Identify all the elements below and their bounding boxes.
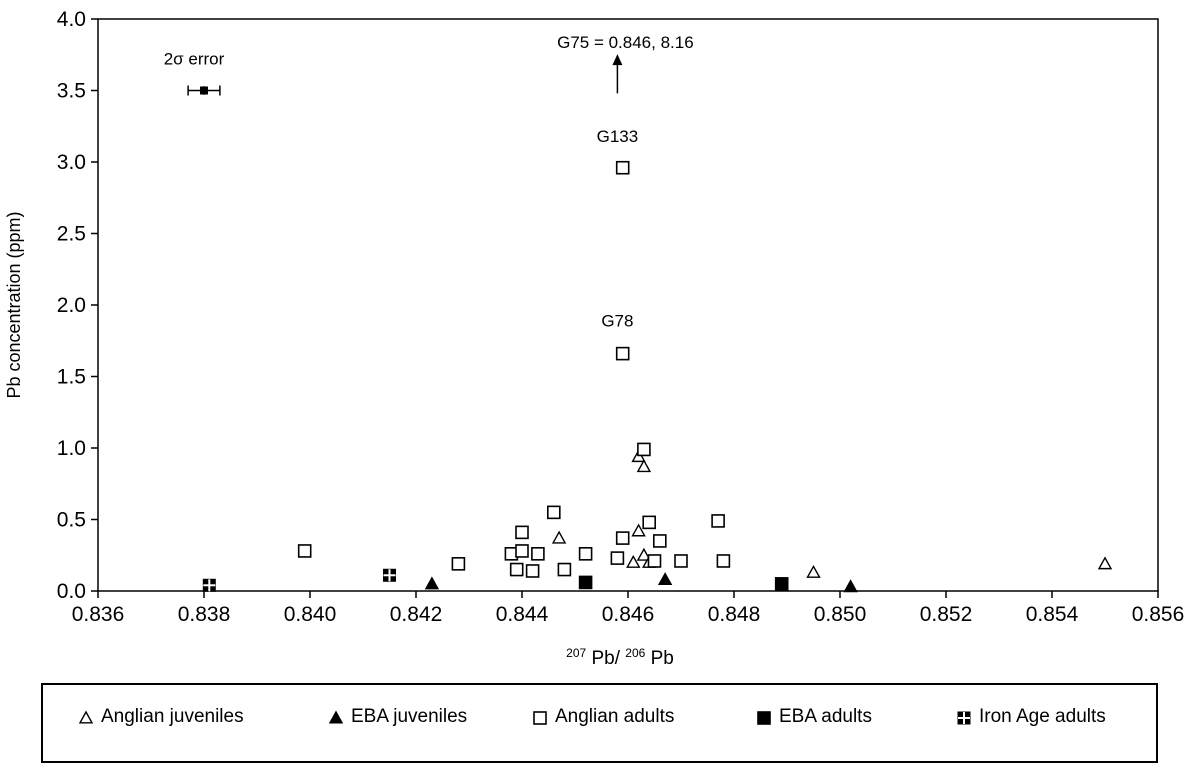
legend-marker-icon (533, 711, 547, 725)
point-anglian-adults (515, 525, 529, 540)
point-anglian-adults (652, 534, 667, 548)
legend-marker-icon (328, 710, 344, 724)
x-tick-label: 0.850 (814, 603, 867, 626)
outlier-label: G75 = 0.846, 8.16 (557, 33, 694, 52)
point-anglian-adults (557, 562, 572, 577)
legend-item: Anglian juveniles (77, 706, 244, 728)
legend-item: Anglian adults (531, 706, 674, 728)
y-tick-label: 3.5 (57, 80, 86, 103)
point-anglian-adults (610, 551, 625, 565)
point-anglian-juveniles (626, 554, 641, 568)
legend-marker-icon (757, 711, 771, 725)
point-eba-adults (774, 577, 789, 591)
point-eba-juveniles (424, 576, 440, 590)
point-anglian-adults (642, 515, 657, 530)
legend-marker (328, 710, 344, 724)
point-anglian-juveniles (636, 459, 652, 473)
x-tick-label: 0.844 (496, 603, 549, 626)
outlier-arrow (612, 54, 623, 94)
point-anglian-juveniles (1097, 556, 1113, 570)
x-axis-title-sup1: 207 (566, 646, 586, 660)
legend-label: EBA juveniles (351, 706, 468, 727)
point-anglian-adults (451, 557, 466, 571)
point-eba-juveniles (657, 572, 673, 586)
legend: Anglian juveniles EBA juveniles Anglian ad… (41, 683, 1158, 763)
point-anglian-juveniles (636, 547, 652, 561)
point-anglian-adults (531, 547, 545, 561)
plot-area (97, 18, 1159, 592)
point-anglian-adults (615, 346, 630, 361)
legend-marker (533, 711, 547, 725)
error-label: 2σ error (164, 50, 225, 69)
legend-marker (957, 711, 971, 725)
point-anglian-juveniles (551, 530, 567, 544)
point-anglian-adults (578, 547, 593, 561)
legend-label: EBA adults (779, 706, 872, 727)
y-tick-label: 0.0 (57, 580, 86, 603)
legend-marker (757, 711, 771, 725)
point-anglian-adults (647, 554, 662, 568)
point-anglian-adults (509, 562, 524, 577)
point-iron-age-adults (202, 578, 216, 592)
legend-item: EBA juveniles (327, 706, 467, 728)
point-anglian-adults (546, 505, 561, 520)
point-anglian-adults (716, 554, 731, 568)
x-tick-label: 0.854 (1026, 603, 1079, 626)
y-tick-label: 1.5 (57, 366, 86, 389)
x-axis-title-sup2: 206 (625, 646, 645, 660)
scatter-chart: 0.836 0.838 0.840 0.842 0.844 0.846 0.848 0.850… (4, 8, 1185, 669)
legend-marker (78, 710, 94, 724)
legend-marker-icon (78, 710, 94, 724)
point-anglian-adults (615, 160, 630, 175)
x-tick-label: 0.842 (390, 603, 443, 626)
point-anglian-adults (615, 531, 630, 545)
point-anglian-adults (515, 544, 529, 558)
legend-item: EBA adults (755, 706, 872, 728)
y-tick-label: 0.5 (57, 509, 86, 532)
point-anglian-adults (674, 554, 688, 568)
legend-label: Iron Age adults (979, 706, 1106, 727)
point-anglian-adults (525, 564, 540, 578)
y-tick-label: 1.0 (57, 437, 86, 460)
legend-label: Anglian juveniles (101, 706, 244, 727)
x-axis-title: 207 Pb/ 206 Pb (566, 641, 674, 669)
point-label: G133 (597, 127, 639, 146)
point-anglian-adults (711, 514, 725, 528)
point-label: G78 (601, 311, 633, 330)
point-anglian-adults (297, 544, 312, 558)
x-tick-label: 0.838 (178, 603, 231, 626)
y-tick-label: 2.5 (57, 223, 86, 246)
x-tick-label: 0.852 (920, 603, 973, 626)
outlier-arrow-head (612, 54, 623, 66)
point-anglian-adults (637, 442, 651, 457)
y-tick-label: 4.0 (57, 8, 86, 31)
x-tick-label: 0.856 (1132, 603, 1185, 626)
point-eba-juveniles (843, 579, 858, 593)
x-axis-title-mid: Pb/ (591, 648, 620, 669)
error-bar-point (200, 86, 208, 95)
x-tick-label: 0.836 (72, 603, 125, 626)
x-tick-label: 0.848 (708, 603, 761, 626)
point-anglian-juveniles (806, 564, 821, 578)
legend-marker-icon (957, 711, 971, 725)
y-axis-title: Pb concentration (ppm) (4, 211, 24, 398)
x-axis-title-end: Pb (651, 648, 674, 669)
error-bar (187, 85, 221, 96)
y-tick-label: 2.0 (57, 294, 86, 317)
legend-item: Iron Age adults (955, 706, 1106, 728)
x-tick-label: 0.840 (284, 603, 337, 626)
point-eba-adults (578, 575, 593, 590)
x-tick-label: 0.846 (602, 603, 655, 626)
legend-label: Anglian adults (555, 706, 675, 727)
y-tick-label: 3.0 (57, 151, 86, 174)
point-anglian-juveniles (631, 523, 646, 537)
point-iron-age-adults (383, 568, 396, 582)
